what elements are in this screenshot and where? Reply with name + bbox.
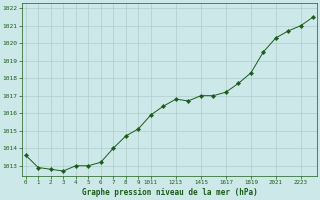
X-axis label: Graphe pression niveau de la mer (hPa): Graphe pression niveau de la mer (hPa) (82, 188, 258, 197)
